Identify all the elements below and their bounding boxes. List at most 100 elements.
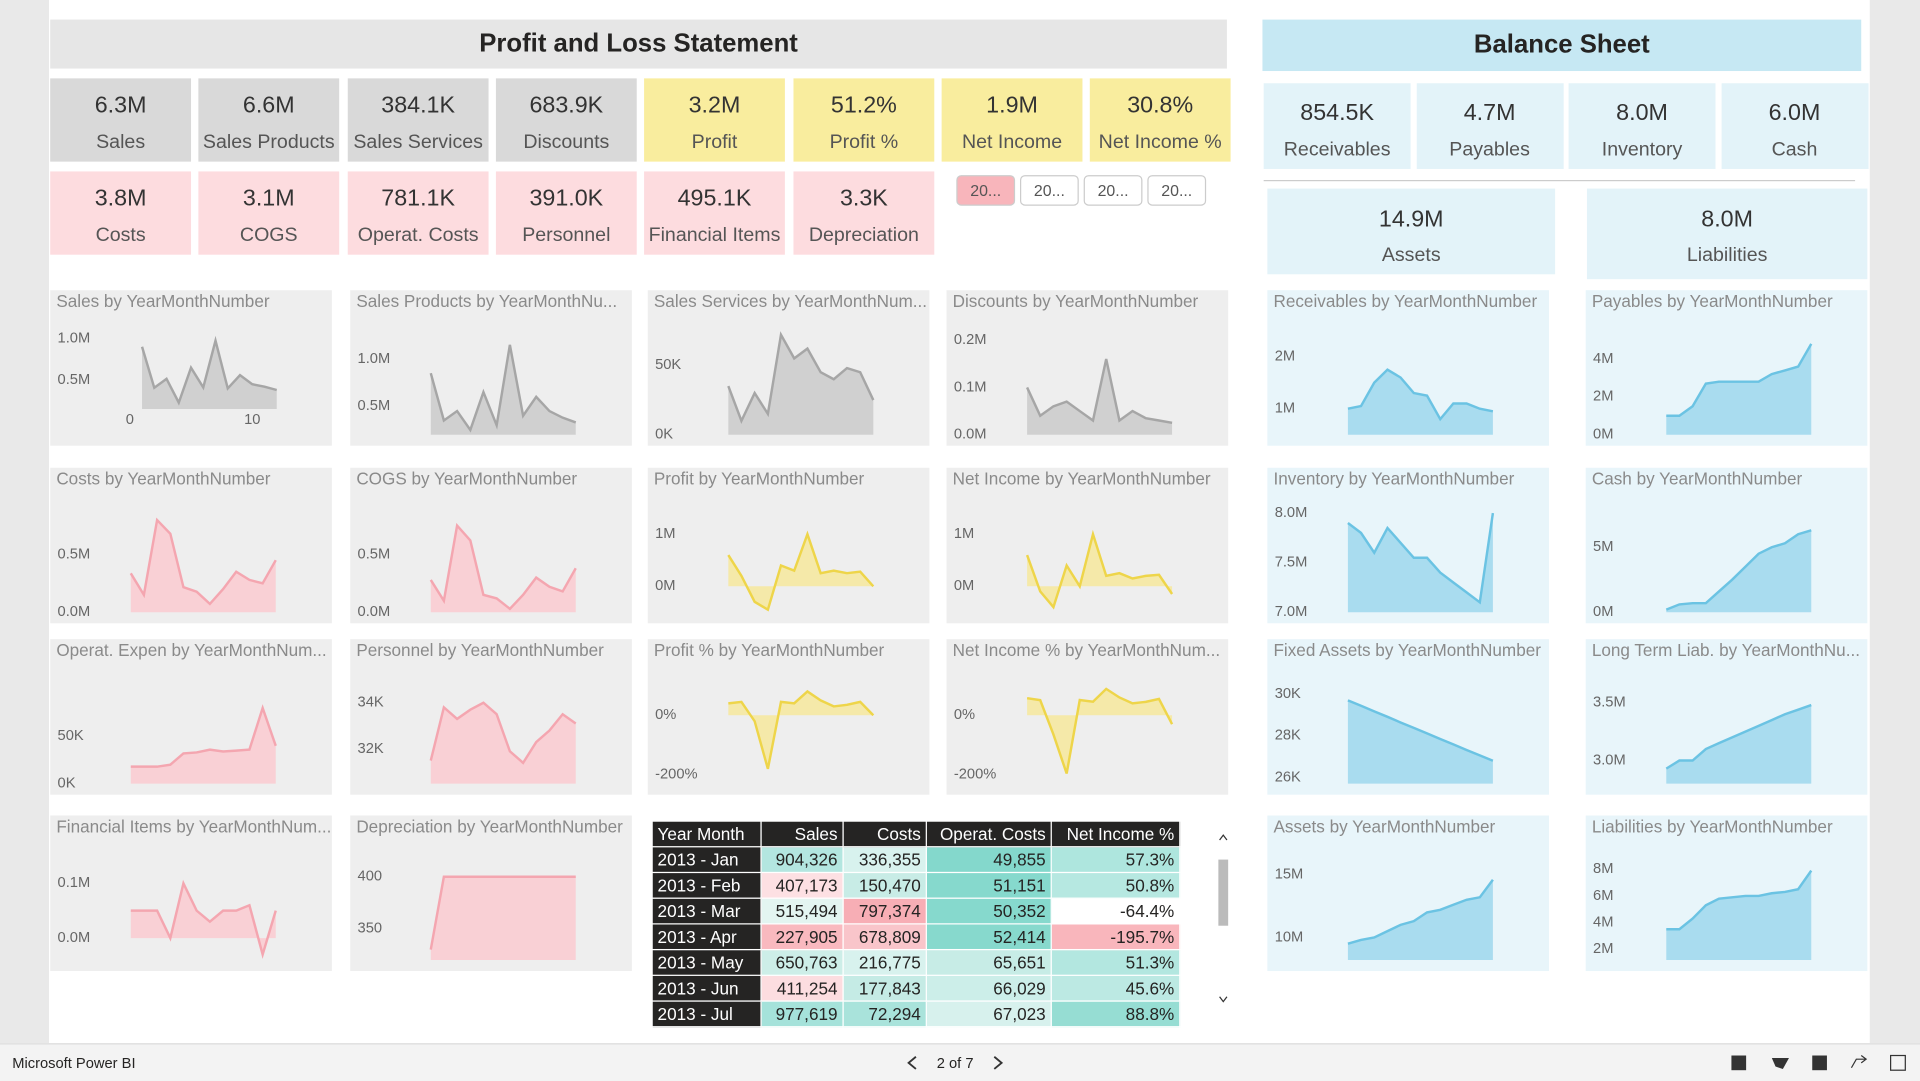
kpi-value: 8.0M xyxy=(1616,100,1668,127)
area-fill xyxy=(728,691,874,769)
kpi-card: 6.3M Sales xyxy=(50,78,192,162)
table-cell: 2013 - Mar xyxy=(651,897,762,925)
slicer-button[interactable]: 20... xyxy=(1147,175,1207,206)
y-tick-label: 3.5M xyxy=(1593,695,1626,711)
kpi-card: 3.1M COGS xyxy=(198,171,340,255)
status-bar: Microsoft Power BI 2 of 7 xyxy=(0,1043,1920,1081)
table-row: 2013 - May 650,763 216,775 65,651 51.3% xyxy=(651,948,1181,976)
chart-title: Profit % by YearMonthNumber xyxy=(654,640,885,660)
kpi-label: Financial Items xyxy=(648,225,781,247)
chart-title: Liabilities by YearMonthNumber xyxy=(1592,816,1833,836)
y-tick-label: 3.0M xyxy=(1593,752,1626,768)
line xyxy=(1665,703,1812,770)
y-tick-label: 6M xyxy=(1593,888,1613,904)
y-tick-label: 1M xyxy=(1275,401,1295,417)
table-cell: 51,151 xyxy=(925,871,1052,899)
kpi-card: 3.8M Costs xyxy=(50,171,192,255)
y-tick-label: 30K xyxy=(1275,686,1301,702)
y-tick-label: 7.5M xyxy=(1275,555,1308,571)
kpi-card: 1.9M Net Income xyxy=(941,78,1083,162)
table-cell: 150,470 xyxy=(842,871,927,899)
area-fill xyxy=(1666,705,1812,784)
line xyxy=(1666,343,1813,417)
y-tick-label: 0.0M xyxy=(58,604,91,620)
kpi-card: 6.6M Sales Products xyxy=(198,78,340,162)
kpi-value: 4.7M xyxy=(1463,100,1516,127)
kpi-value: 495.1K xyxy=(677,186,752,212)
area-fill xyxy=(130,520,276,613)
table-row: 2013 - Jul 977,619 72,294 67,023 88.8% xyxy=(651,1000,1181,1028)
next-page[interactable] xyxy=(989,1054,1006,1071)
table-cell: 407,173 xyxy=(760,871,844,899)
charts: Sales by YearMonthNumber 0.5M 1.0M 0 10 Sales… xyxy=(50,290,1868,972)
y-tick-label: 0.1M xyxy=(58,875,91,891)
kpi-card: 384.1K Sales Services xyxy=(347,78,489,162)
table-cell: 67,023 xyxy=(925,1000,1052,1028)
chart-title: Inventory by YearMonthNumber xyxy=(1273,469,1514,489)
table-cell: 2013 - Jun xyxy=(651,974,762,1002)
slicer-button[interactable]: 20... xyxy=(1020,175,1079,206)
chart-title: Assets by YearMonthNumber xyxy=(1273,816,1495,836)
kpi-card: 495.1K Financial Items xyxy=(644,171,785,255)
table-cell: 678,809 xyxy=(842,923,927,951)
x-tick-label: 0 xyxy=(126,412,134,428)
line xyxy=(429,522,577,611)
kpi-card: 6.0M Cash xyxy=(1721,83,1868,169)
kpi-value: 781.1K xyxy=(381,186,456,212)
scrollbar[interactable] xyxy=(1216,828,1231,1012)
y-tick-label: 0M xyxy=(954,578,974,594)
line xyxy=(1666,869,1813,931)
area-fill xyxy=(142,340,277,409)
y-tick-label: 8M xyxy=(1593,861,1613,877)
y-tick-label: 50K xyxy=(655,357,681,373)
kpi-value: 8.0M xyxy=(1701,206,1754,233)
y-tick-label: -200% xyxy=(655,767,697,783)
y-tick-label: 350 xyxy=(358,921,383,937)
page-indicator: 2 of 7 xyxy=(936,1054,974,1072)
slicer-button[interactable]: 20... xyxy=(1083,175,1143,206)
chart-title: Sales Products by YearMonthNu... xyxy=(356,291,617,311)
prev-page[interactable] xyxy=(904,1054,921,1071)
line xyxy=(429,344,577,433)
y-tick-label: 0.5M xyxy=(58,546,91,562)
kpi-label: Receivables xyxy=(1283,139,1391,161)
kpi-card: 683.9K Discounts xyxy=(495,78,637,162)
line xyxy=(1025,358,1173,425)
line xyxy=(1347,699,1494,762)
kpi-card: 8.0M Liabilities xyxy=(1586,188,1868,280)
header-row: Year Month Sales Costs Operat. Costs Net Inc… xyxy=(651,820,1181,848)
y-tick-label: 0K xyxy=(655,427,673,443)
y-tick-label: 0K xyxy=(58,776,76,792)
y-tick-label: 7.0M xyxy=(1275,604,1308,620)
area-fill xyxy=(130,708,276,784)
balance-title: Balance Sheet xyxy=(1262,19,1862,72)
kpi-card: 30.8% Net Income % xyxy=(1089,78,1231,162)
chart-title: Discounts by YearMonthNumber xyxy=(953,291,1199,311)
table-cell: -64.4% xyxy=(1050,897,1181,925)
area-fill xyxy=(1027,688,1173,774)
kpi-label: Costs xyxy=(95,225,146,247)
y-tick-label: 26K xyxy=(1275,769,1301,785)
kpi-card: 781.1K Operat. Costs xyxy=(347,171,489,255)
column-header: Sales xyxy=(760,820,844,848)
table-cell: 336,355 xyxy=(842,846,927,874)
pnl-title: Profit and Loss Statement xyxy=(50,19,1227,69)
table-cell: 2013 - Jan xyxy=(651,846,762,874)
table-cell: 177,843 xyxy=(842,974,927,1002)
y-tick-label: 50K xyxy=(58,728,84,744)
area-fill xyxy=(430,876,576,960)
share-icons[interactable] xyxy=(1729,1053,1913,1073)
line xyxy=(1347,512,1495,605)
y-tick-label: 0M xyxy=(1593,604,1613,620)
slicer-button[interactable]: 20... xyxy=(956,175,1016,206)
table-cell: 88.8% xyxy=(1050,1000,1181,1028)
chart-title: Cash by YearMonthNumber xyxy=(1592,469,1803,489)
chart-title: Long Term Liab. by YearMonthNu... xyxy=(1592,640,1860,660)
line xyxy=(130,879,277,959)
area-fill xyxy=(430,525,576,613)
y-tick-label: 1.0M xyxy=(58,331,91,347)
kpi-label: Payables xyxy=(1449,139,1530,161)
line xyxy=(1665,529,1812,611)
kpi-label: Net Income xyxy=(961,132,1063,154)
